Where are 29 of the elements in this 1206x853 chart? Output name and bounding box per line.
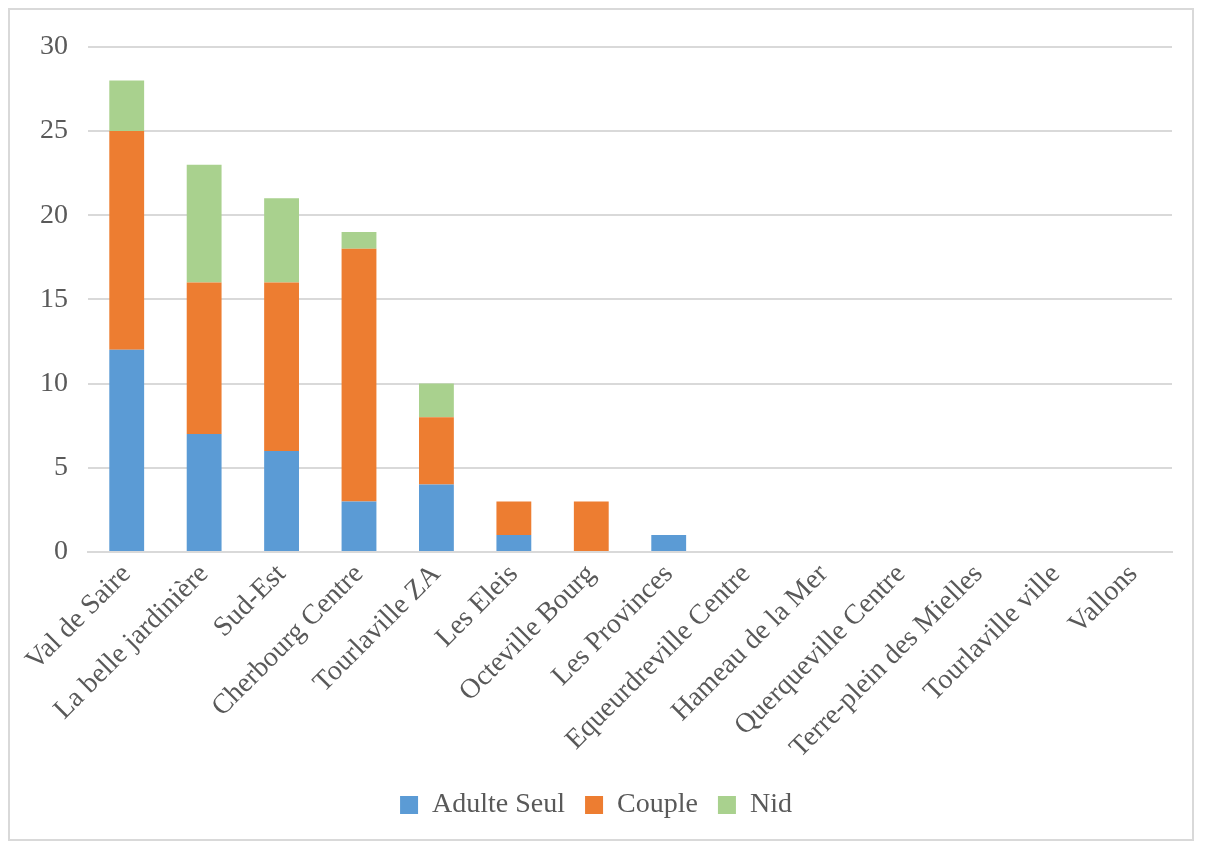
bar (573, 501, 609, 551)
legend-label: Nid (749, 787, 792, 819)
legend-label: Couple (617, 787, 698, 819)
bar (109, 130, 145, 350)
bar (419, 417, 454, 485)
y-tick-label: 30 (40, 29, 68, 61)
bar (264, 198, 299, 283)
bar (264, 282, 299, 451)
y-tick-label: 10 (40, 365, 68, 397)
y-tick-label: 0 (54, 534, 68, 566)
bar (186, 164, 222, 283)
bar (341, 232, 377, 249)
bar (341, 501, 377, 551)
y-tick-label: 20 (40, 197, 68, 229)
bar (651, 535, 687, 551)
bar (419, 484, 454, 551)
bar (109, 349, 145, 551)
bar (109, 80, 145, 131)
bar (341, 248, 377, 502)
y-tick-label: 5 (54, 450, 68, 482)
bar (186, 434, 222, 551)
bar (496, 501, 532, 536)
bar (264, 450, 299, 551)
y-tick-label: 25 (40, 113, 68, 145)
y-tick-label: 15 (40, 281, 68, 313)
bar (496, 535, 532, 551)
legend-label: Adulte Seul (432, 787, 566, 819)
bar (419, 383, 454, 418)
bar (186, 282, 222, 435)
